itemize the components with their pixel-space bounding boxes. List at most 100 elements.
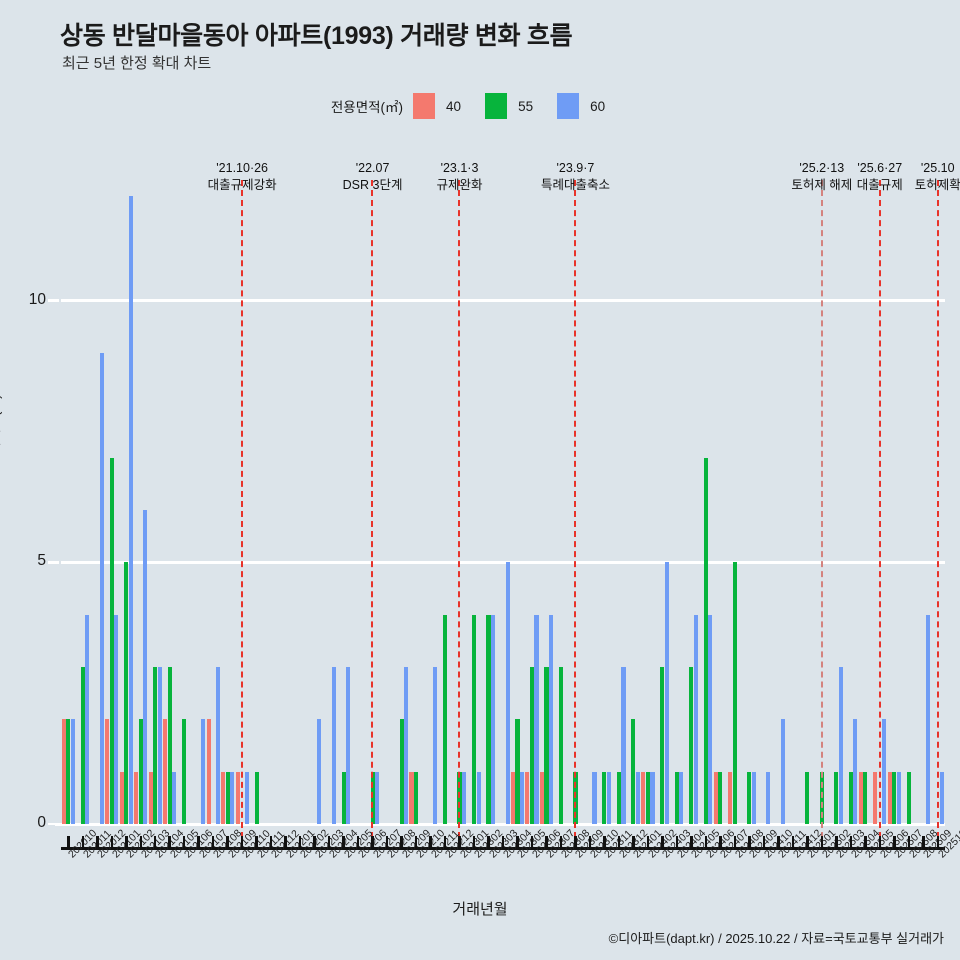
- bar-202102-60[interactable]: [128, 196, 133, 824]
- bar-202306-55[interactable]: [529, 667, 535, 824]
- bar-202011-60[interactable]: [85, 614, 90, 824]
- legend-item-55[interactable]: 55: [485, 93, 549, 119]
- bar-202506-60[interactable]: [882, 719, 887, 824]
- bar-202110-60[interactable]: [244, 771, 249, 824]
- bar-202510-60[interactable]: [940, 771, 945, 824]
- bar-202403-60[interactable]: [664, 562, 669, 824]
- bar-202509-60[interactable]: [925, 614, 930, 824]
- bar-202505-55[interactable]: [863, 771, 868, 824]
- legend-item-40[interactable]: 40: [413, 93, 477, 119]
- bar-202104-60[interactable]: [157, 667, 162, 824]
- bar-202503-55[interactable]: [834, 771, 839, 824]
- bar-202307-60[interactable]: [548, 614, 554, 824]
- bar-202106-55[interactable]: [182, 719, 187, 824]
- bar-202102-40[interactable]: [119, 771, 124, 824]
- bar-202410-60[interactable]: [766, 771, 771, 824]
- bar-202310-60[interactable]: [592, 771, 597, 824]
- bar-202503-60[interactable]: [838, 667, 843, 824]
- bar-202408-40[interactable]: [728, 771, 733, 824]
- bar-202103-60[interactable]: [143, 510, 148, 824]
- bar-202108-40[interactable]: [206, 719, 211, 824]
- bar-202203-60[interactable]: [317, 719, 322, 824]
- bar-202302-55[interactable]: [471, 614, 477, 824]
- bar-202407-40[interactable]: [713, 771, 718, 824]
- bar-202507-40[interactable]: [887, 771, 892, 824]
- bar-202109-55[interactable]: [225, 771, 230, 824]
- bar-202105-60[interactable]: [172, 771, 177, 824]
- bar-202209-60[interactable]: [404, 667, 409, 824]
- bar-202102-55[interactable]: [124, 562, 129, 824]
- bar-202409-55[interactable]: [747, 771, 752, 824]
- bar-202406-60[interactable]: [708, 614, 713, 824]
- bar-202209-55[interactable]: [399, 719, 404, 824]
- bar-202311-55[interactable]: [602, 771, 607, 824]
- bar-202405-55[interactable]: [689, 667, 694, 824]
- bar-202205-55[interactable]: [341, 771, 346, 824]
- bar-202308-55[interactable]: [558, 667, 563, 824]
- bar-202109-40[interactable]: [221, 771, 226, 824]
- bar-202402-60[interactable]: [650, 771, 655, 824]
- bar-202110-40[interactable]: [235, 771, 240, 824]
- bar-202403-55[interactable]: [660, 667, 665, 824]
- bar-202305-40[interactable]: [510, 771, 515, 824]
- bar-202505-40[interactable]: [858, 771, 863, 824]
- bar-202402-55[interactable]: [645, 771, 650, 824]
- bar-202210-40[interactable]: [409, 771, 414, 824]
- bar-202305-60[interactable]: [519, 771, 525, 824]
- bar-202312-60[interactable]: [621, 667, 626, 824]
- bar-202107-60[interactable]: [201, 719, 206, 824]
- bar-202207-60[interactable]: [375, 771, 380, 824]
- bar-202404-60[interactable]: [679, 771, 684, 824]
- bar-202407-55[interactable]: [718, 771, 723, 824]
- bar-202010-40[interactable]: [61, 719, 66, 824]
- bar-202104-40[interactable]: [148, 771, 153, 824]
- bar-202401-60[interactable]: [635, 771, 641, 824]
- bar-202311-60[interactable]: [606, 771, 612, 824]
- bar-202402-40[interactable]: [641, 771, 646, 824]
- bar-202506-40[interactable]: [873, 771, 878, 824]
- bar-202105-55[interactable]: [167, 667, 172, 824]
- bar-202104-55[interactable]: [153, 667, 158, 824]
- bar-202409-60[interactable]: [751, 771, 756, 824]
- bar-202504-60[interactable]: [853, 719, 858, 824]
- bar-202307-40[interactable]: [539, 771, 544, 824]
- bar-202302-60[interactable]: [476, 771, 481, 824]
- bar-202507-55[interactable]: [892, 771, 897, 824]
- bar-202011-55[interactable]: [80, 667, 85, 824]
- bar-202304-60[interactable]: [505, 562, 510, 824]
- bar-202411-60[interactable]: [780, 719, 785, 824]
- bar-202012-60[interactable]: [99, 353, 104, 824]
- bar-202504-55[interactable]: [848, 771, 853, 824]
- bar-202109-60[interactable]: [230, 771, 235, 824]
- bar-202101-40[interactable]: [105, 719, 110, 824]
- bar-202103-40[interactable]: [134, 771, 139, 824]
- bar-202211-60[interactable]: [433, 667, 438, 824]
- bar-202307-55[interactable]: [544, 667, 549, 824]
- bar-202508-55[interactable]: [906, 771, 911, 824]
- bar-202501-55[interactable]: [805, 771, 810, 824]
- bar-202101-60[interactable]: [114, 614, 119, 824]
- bar-202103-55[interactable]: [138, 719, 143, 824]
- bar-202306-60[interactable]: [534, 614, 539, 824]
- bar-202306-40[interactable]: [525, 771, 530, 824]
- bar-202408-55[interactable]: [732, 562, 737, 824]
- bar-202405-60[interactable]: [693, 614, 698, 824]
- bar-202305-55[interactable]: [515, 719, 520, 824]
- bar-202312-55[interactable]: [616, 771, 621, 824]
- bar-202303-60[interactable]: [491, 614, 496, 824]
- bar-202111-55[interactable]: [254, 771, 259, 824]
- bar-202108-60[interactable]: [215, 667, 220, 824]
- bar-202303-55[interactable]: [486, 614, 491, 824]
- bar-202204-60[interactable]: [331, 667, 336, 824]
- bar-202401-55[interactable]: [631, 719, 636, 824]
- bar-202010-60[interactable]: [70, 719, 75, 824]
- bar-202210-55[interactable]: [413, 771, 419, 824]
- bar-202301-60[interactable]: [462, 771, 467, 824]
- bar-202205-60[interactable]: [346, 667, 351, 824]
- bar-202507-60[interactable]: [896, 771, 901, 824]
- bar-202101-55[interactable]: [109, 457, 114, 824]
- bar-202010-55[interactable]: [66, 719, 71, 824]
- bar-202212-55[interactable]: [442, 614, 448, 824]
- legend-item-60[interactable]: 60: [557, 93, 621, 119]
- bar-202406-55[interactable]: [703, 457, 708, 824]
